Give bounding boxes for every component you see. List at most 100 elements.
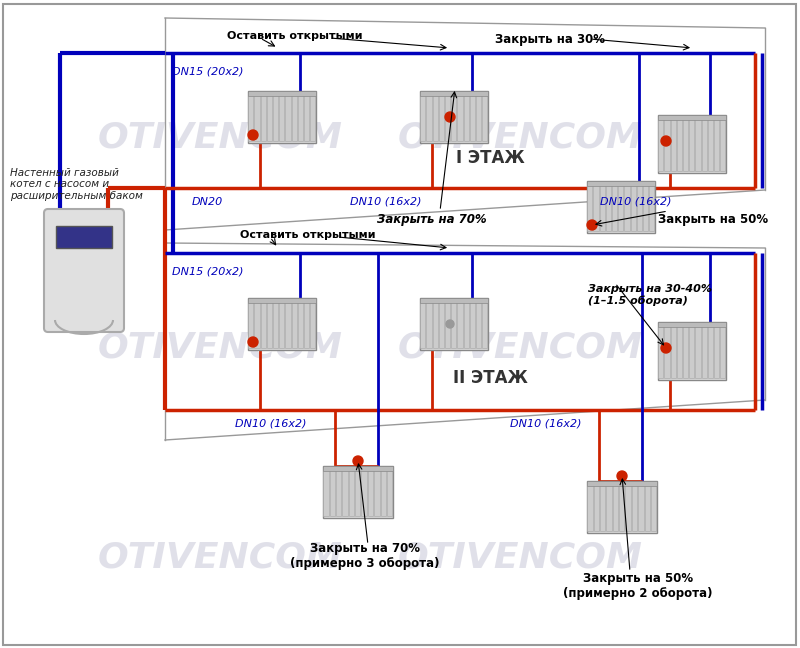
Bar — [714, 324, 719, 378]
Circle shape — [661, 136, 671, 146]
Bar — [670, 324, 676, 378]
Text: OTIVENCOM: OTIVENCOM — [398, 541, 642, 575]
Bar — [349, 468, 354, 516]
Bar — [248, 91, 316, 96]
Bar — [587, 181, 655, 233]
Bar — [695, 117, 701, 171]
Bar — [368, 468, 374, 516]
Bar — [476, 300, 481, 348]
Bar — [665, 117, 670, 171]
Circle shape — [248, 130, 258, 140]
Bar — [451, 300, 456, 348]
Bar — [323, 466, 393, 471]
Text: DN15 (20х2): DN15 (20х2) — [172, 266, 243, 276]
Bar — [463, 93, 469, 141]
Text: II ЭТАЖ: II ЭТАЖ — [453, 369, 527, 387]
Bar — [587, 483, 593, 531]
Bar — [387, 468, 392, 516]
Bar — [445, 93, 450, 141]
Bar — [630, 183, 636, 231]
Bar — [420, 93, 426, 141]
Bar — [677, 324, 682, 378]
Bar — [600, 183, 605, 231]
Bar — [619, 483, 625, 531]
Circle shape — [445, 112, 455, 122]
Bar — [482, 300, 487, 348]
Bar — [267, 300, 272, 348]
Bar — [323, 466, 393, 518]
Bar — [702, 117, 706, 171]
Bar — [638, 483, 643, 531]
Bar — [658, 324, 663, 378]
Circle shape — [661, 343, 671, 353]
Bar — [420, 298, 488, 303]
Bar — [714, 117, 719, 171]
Bar — [267, 93, 272, 141]
Bar — [261, 93, 266, 141]
Bar — [651, 483, 656, 531]
Bar — [310, 300, 315, 348]
Bar — [632, 483, 638, 531]
Bar — [304, 93, 309, 141]
Bar — [291, 300, 297, 348]
Bar — [690, 117, 694, 171]
Bar — [613, 483, 618, 531]
Text: OTIVENCOM: OTIVENCOM — [398, 331, 642, 365]
Text: Закрыть на 70%
(примерно 3 оборота): Закрыть на 70% (примерно 3 оборота) — [290, 542, 440, 570]
Bar — [248, 300, 254, 348]
Circle shape — [248, 337, 258, 347]
Bar — [612, 183, 618, 231]
Bar — [248, 91, 316, 143]
Bar — [677, 117, 682, 171]
Bar — [286, 300, 290, 348]
Bar — [618, 183, 623, 231]
Bar — [658, 322, 726, 327]
Text: OTIVENCOM: OTIVENCOM — [98, 331, 342, 365]
Bar — [665, 324, 670, 378]
Text: Закрыть на 50%: Закрыть на 50% — [658, 213, 768, 227]
Bar — [470, 93, 475, 141]
Text: Закрыть на 70%: Закрыть на 70% — [377, 213, 487, 227]
Bar — [658, 322, 726, 380]
Bar — [254, 93, 260, 141]
Bar — [342, 468, 348, 516]
Text: I ЭТАЖ: I ЭТАЖ — [456, 149, 524, 167]
Bar — [594, 483, 599, 531]
Text: Настенный газовый
котел с насосом и
расширительным баком: Настенный газовый котел с насосом и расш… — [10, 168, 143, 201]
Text: DN20: DN20 — [192, 197, 223, 207]
Bar — [587, 183, 593, 231]
Text: Оставить открытыми: Оставить открытыми — [227, 31, 362, 41]
Bar — [690, 324, 694, 378]
Bar — [261, 300, 266, 348]
Bar — [426, 300, 432, 348]
Bar — [279, 93, 284, 141]
Bar — [720, 324, 726, 378]
Circle shape — [353, 456, 363, 466]
Bar — [439, 93, 444, 141]
Bar — [587, 481, 657, 486]
Bar — [445, 300, 450, 348]
Bar — [643, 183, 648, 231]
Bar — [708, 324, 713, 378]
Bar — [587, 181, 655, 186]
Bar — [476, 93, 481, 141]
Bar — [433, 300, 438, 348]
Bar — [658, 117, 663, 171]
Bar — [420, 300, 426, 348]
FancyBboxPatch shape — [44, 209, 124, 332]
Bar — [298, 93, 303, 141]
Bar — [658, 115, 726, 173]
Circle shape — [617, 471, 627, 481]
Bar — [304, 300, 309, 348]
Circle shape — [446, 320, 454, 328]
Text: DN10 (16х2): DN10 (16х2) — [235, 418, 306, 428]
Bar — [702, 324, 706, 378]
Bar — [670, 117, 676, 171]
Text: OTIVENCOM: OTIVENCOM — [98, 541, 342, 575]
Bar — [374, 468, 379, 516]
Bar — [355, 468, 361, 516]
Bar — [381, 468, 386, 516]
Text: Закрыть на 30%: Закрыть на 30% — [495, 32, 605, 45]
Bar — [56, 226, 112, 248]
Circle shape — [587, 220, 597, 230]
